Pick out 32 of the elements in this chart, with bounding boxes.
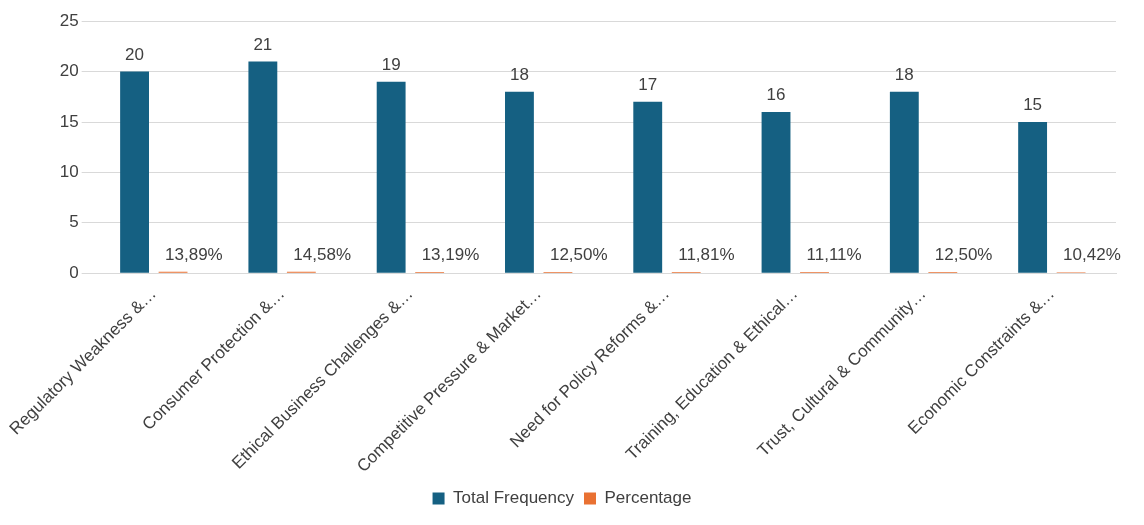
- y-tick-label: 0: [69, 262, 79, 282]
- data-label: 19: [381, 54, 401, 74]
- bar: [633, 101, 663, 273]
- data-label: 10,42%: [1063, 245, 1121, 265]
- y-tick-label: 20: [59, 61, 79, 81]
- y-tick-label: 5: [69, 212, 79, 232]
- data-label: 16: [766, 85, 786, 105]
- data-label: 13,19%: [421, 245, 480, 265]
- data-label: 18: [509, 64, 529, 84]
- legend-label: Total Frequency: [453, 488, 575, 508]
- bar: [120, 71, 149, 273]
- data-label: 20: [125, 44, 145, 64]
- data-label: 12,50%: [934, 245, 993, 265]
- bar: [376, 81, 406, 273]
- bar: [505, 91, 534, 273]
- data-label: 13,89%: [165, 245, 223, 264]
- data-label: 17: [638, 75, 658, 95]
- data-label: 21: [253, 34, 273, 54]
- y-tick-label: 25: [59, 10, 79, 30]
- data-label: 11,11%: [806, 245, 862, 265]
- data-label: 11,81%: [678, 245, 735, 265]
- bar: [248, 61, 278, 273]
- data-label: 15: [1023, 95, 1043, 115]
- bar: [1018, 122, 1048, 273]
- bar: [761, 111, 791, 273]
- data-label: 12,50%: [549, 245, 608, 265]
- bar: [889, 91, 919, 273]
- y-tick-label: 15: [59, 111, 79, 131]
- y-tick-label: 10: [59, 162, 79, 182]
- data-label: 18: [894, 64, 914, 84]
- data-label: 14,58%: [293, 244, 352, 264]
- legend-label: Percentage: [604, 488, 692, 508]
